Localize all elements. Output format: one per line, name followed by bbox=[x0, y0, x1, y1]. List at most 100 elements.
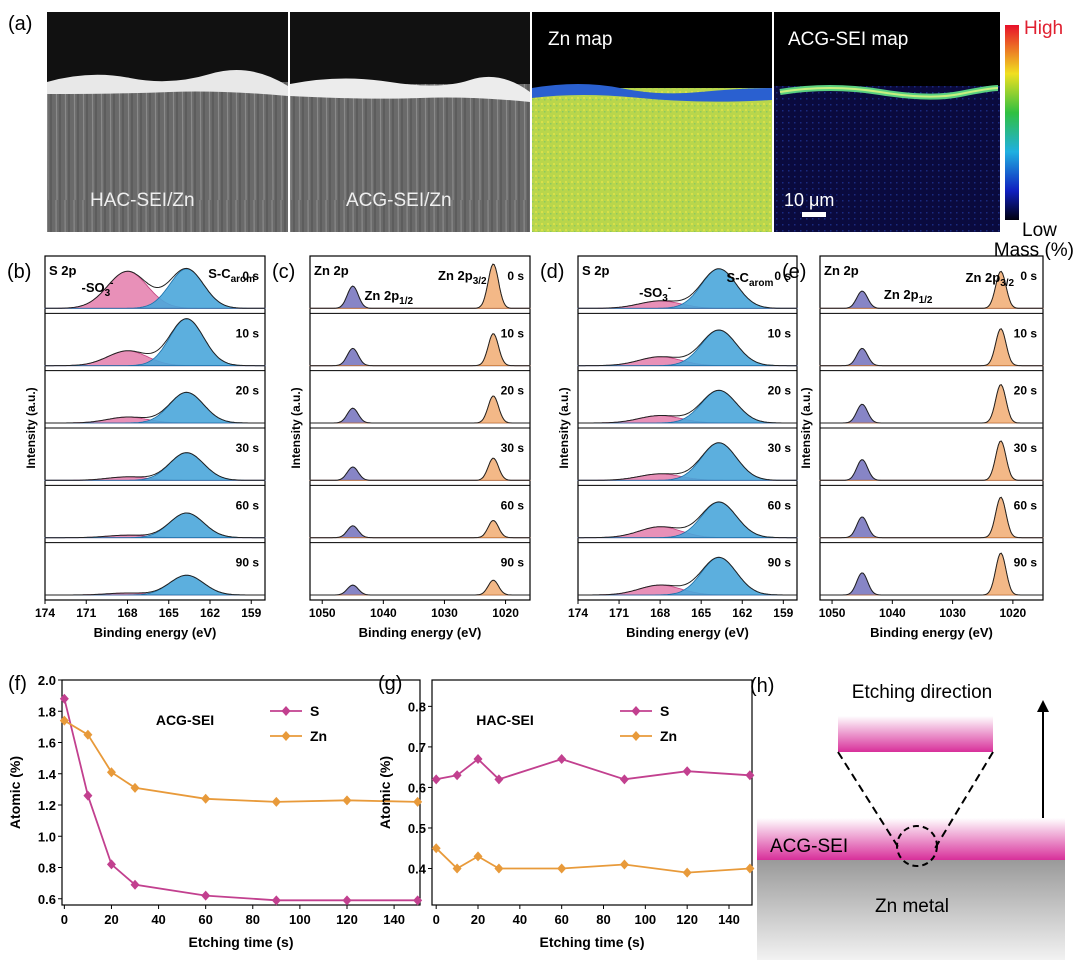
label-text: Zn 2p bbox=[884, 287, 919, 302]
zn-metal bbox=[757, 860, 1065, 960]
row-label: 10 s bbox=[1014, 326, 1038, 340]
y-axis-label: Intensity (a.u.) bbox=[24, 387, 38, 468]
legend-label: Zn bbox=[310, 728, 327, 744]
peak bbox=[310, 395, 530, 424]
peak bbox=[44, 452, 266, 481]
y-tick-label: 0.7 bbox=[408, 740, 426, 755]
series-line bbox=[63, 698, 418, 902]
marker bbox=[557, 754, 567, 765]
panel-label: (g) bbox=[378, 673, 402, 695]
envelope bbox=[820, 383, 1043, 424]
x-tick-label: 162 bbox=[200, 606, 220, 620]
y-tick-label: 0.8 bbox=[408, 699, 426, 714]
x-tick-label: 165 bbox=[691, 606, 711, 620]
x-tick-label: 140 bbox=[718, 912, 740, 927]
x-axis-label: Etching time (s) bbox=[188, 934, 293, 950]
marker bbox=[473, 754, 483, 765]
x-tick-label: 60 bbox=[554, 912, 568, 927]
y-axis-label: Intensity (a.u.) bbox=[799, 387, 813, 468]
marker bbox=[745, 863, 755, 874]
x-tick-label: 159 bbox=[241, 606, 261, 620]
envelope bbox=[45, 391, 265, 424]
arrow-head bbox=[1037, 700, 1049, 712]
colorbar bbox=[1005, 25, 1019, 220]
panel-label: (b) bbox=[7, 261, 31, 283]
row-label: 10 s bbox=[501, 326, 525, 340]
zoom-circle bbox=[896, 825, 938, 867]
envelope bbox=[578, 268, 797, 309]
envelope bbox=[45, 452, 265, 481]
marker bbox=[745, 770, 755, 781]
envelope bbox=[820, 552, 1043, 596]
x-axis-label: Etching time (s) bbox=[539, 934, 644, 950]
row-label: 60 s bbox=[768, 498, 792, 512]
marker bbox=[59, 693, 69, 704]
legend-marker bbox=[281, 706, 291, 716]
row-label: 0 s bbox=[242, 269, 259, 283]
label-text: Zn 2p bbox=[438, 268, 473, 283]
y-tick-label: 0.4 bbox=[408, 862, 427, 877]
panel-label: (f) bbox=[8, 673, 27, 695]
x-tick-label: 174 bbox=[35, 606, 55, 620]
label-sup: - bbox=[110, 278, 113, 289]
y-tick-label: 1.4 bbox=[38, 767, 57, 782]
label-sub: arom bbox=[749, 278, 774, 289]
row-label: 30 s bbox=[1014, 441, 1038, 455]
envelope bbox=[45, 267, 265, 309]
y-tick-label: 0.5 bbox=[408, 821, 426, 836]
direction-label: Etching direction bbox=[852, 682, 992, 703]
marker bbox=[201, 890, 211, 901]
legend-marker bbox=[281, 731, 291, 741]
x-tick-label: 1050 bbox=[309, 606, 336, 620]
marker bbox=[342, 795, 352, 806]
marker bbox=[452, 863, 462, 874]
row-label: 20 s bbox=[501, 384, 525, 398]
x-tick-label: 140 bbox=[383, 912, 405, 927]
peak bbox=[577, 501, 798, 539]
marker bbox=[130, 879, 140, 890]
x-tick-label: 1030 bbox=[431, 606, 458, 620]
series-line bbox=[436, 757, 750, 781]
label-text: -SO bbox=[639, 285, 662, 300]
x-tick-label: 1020 bbox=[492, 606, 519, 620]
marker bbox=[619, 774, 629, 785]
envelope bbox=[820, 496, 1043, 539]
marker bbox=[619, 859, 629, 870]
x-tick-label: 1020 bbox=[1000, 606, 1027, 620]
map-image bbox=[532, 12, 1000, 232]
row-label: 30 s bbox=[236, 441, 260, 455]
label-text: Zn 2p bbox=[364, 288, 399, 303]
row-label: 20 s bbox=[236, 384, 260, 398]
annotation: ACG-SEI bbox=[156, 712, 214, 728]
spectrum-title: S 2p bbox=[582, 263, 610, 278]
row-label: 30 s bbox=[768, 441, 792, 455]
marker bbox=[473, 851, 483, 862]
series-line bbox=[63, 719, 418, 803]
x-tick-label: 168 bbox=[117, 606, 137, 620]
x-tick-label: 80 bbox=[596, 912, 610, 927]
marker bbox=[83, 729, 93, 740]
colorbar-title: Mass (%) bbox=[994, 240, 1074, 261]
peak-label: Zn 2p3/2 bbox=[966, 270, 1015, 289]
marker bbox=[83, 790, 93, 801]
series-line bbox=[435, 847, 750, 874]
peak-label: Zn 2p3/2 bbox=[438, 268, 487, 287]
x-tick-label: 162 bbox=[732, 606, 752, 620]
label-sub: 3/2 bbox=[1000, 278, 1014, 289]
row-label: 60 s bbox=[501, 498, 525, 512]
row-label: 30 s bbox=[501, 441, 525, 455]
x-tick-label: 0 bbox=[61, 912, 68, 927]
marker bbox=[494, 774, 504, 785]
colorbar-low: Low bbox=[1022, 220, 1057, 241]
y-tick-label: 0.6 bbox=[38, 892, 56, 907]
envelope bbox=[310, 579, 530, 596]
label-sub: arom bbox=[231, 274, 256, 285]
marker bbox=[682, 766, 692, 777]
marker bbox=[106, 859, 116, 870]
x-axis-label: Binding energy (eV) bbox=[870, 625, 993, 640]
label-text: Zn 2p bbox=[966, 270, 1001, 285]
y-axis-label: Atomic (%) bbox=[7, 756, 23, 829]
peak bbox=[577, 329, 798, 367]
colorbar-high: High bbox=[1024, 18, 1063, 39]
x-tick-label: 120 bbox=[676, 912, 698, 927]
